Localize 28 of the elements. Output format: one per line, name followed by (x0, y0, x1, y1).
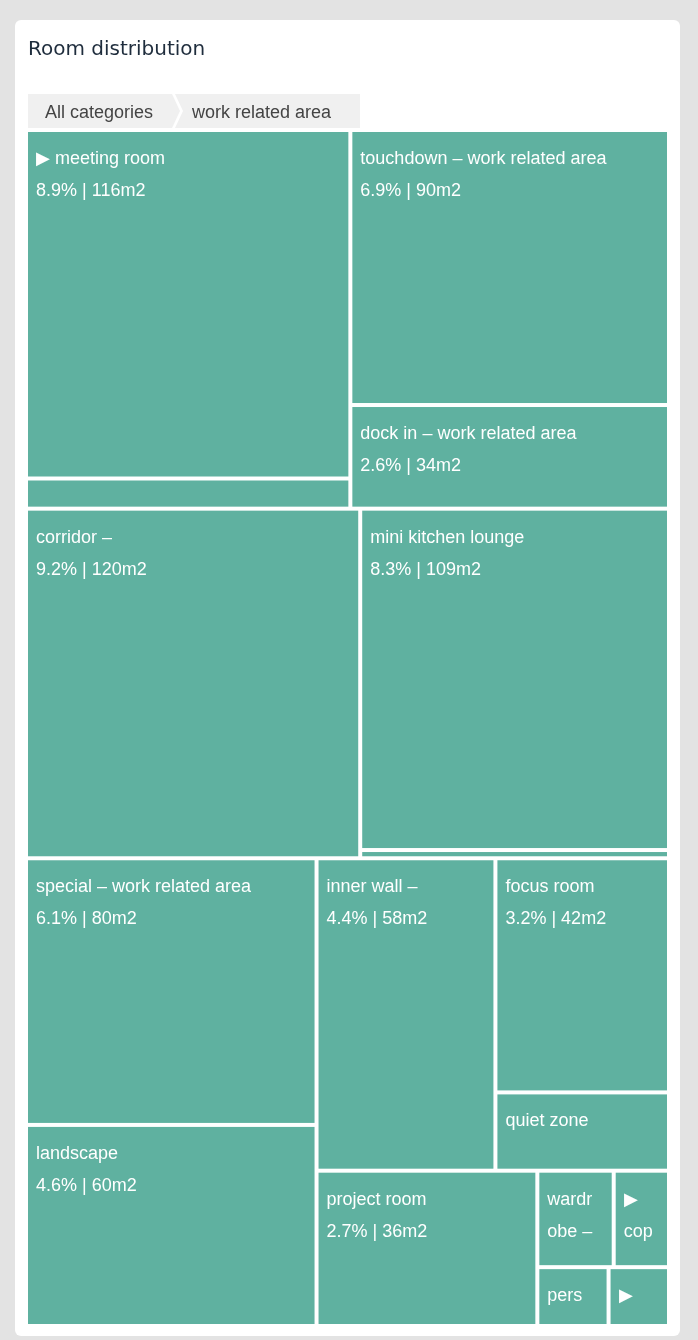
data-label: 4.6% | 60m2 (36, 1174, 137, 1195)
data-label: 4.4% | 58m2 (326, 908, 428, 929)
data-label: 6.9% | 90m2 (360, 180, 462, 200)
category-label: ▶ cop (623, 1188, 653, 1241)
category-label: ▶ (618, 1285, 633, 1306)
category-label: mini kitchen lounge (370, 526, 525, 547)
category-label: pers (547, 1285, 583, 1306)
category-label: inner wall – (326, 876, 418, 897)
category-label: ▶ meeting room (36, 148, 166, 168)
data-label: 2.6% | 34m2 (360, 455, 462, 476)
text: work related area (191, 102, 333, 122)
category-label: landscape (36, 1142, 119, 1163)
data-label: 8.9% | 116m2 (36, 180, 146, 200)
text: All categories (45, 102, 154, 122)
data-label: 3.2% | 42m2 (505, 908, 607, 929)
category-label: touchdown – work related area (360, 148, 608, 168)
data-label: 2.7% | 36m2 (326, 1220, 428, 1241)
category-label: project room (326, 1188, 427, 1209)
category-label: special – work related area (36, 876, 253, 897)
category-label: focus room (505, 876, 595, 897)
data-label: 9.2% | 120m2 (36, 558, 147, 579)
category-label: dock in – work related area (360, 423, 578, 444)
category-label: wardrobe – (546, 1188, 593, 1241)
data-label: 8.3% | 109m2 (370, 558, 481, 579)
category-label: quiet zone (505, 1110, 589, 1131)
text: Room distribution (28, 36, 206, 60)
category-label: corridor – (36, 526, 113, 547)
data-label: 6.1% | 80m2 (36, 908, 137, 929)
